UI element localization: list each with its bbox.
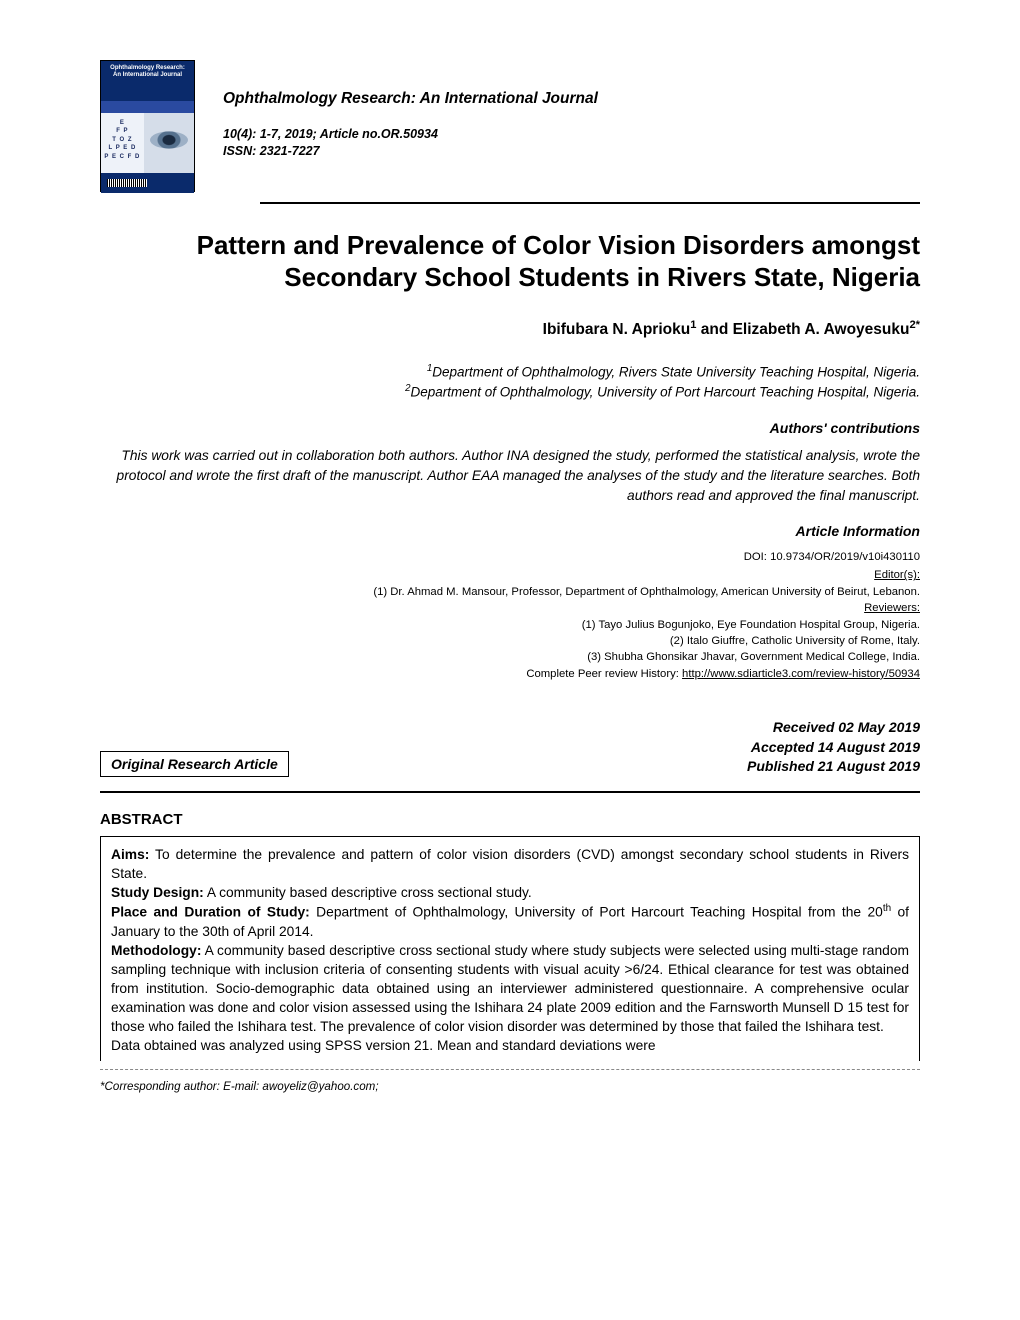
citation-issn: ISSN: 2321-7227 <box>223 143 598 160</box>
cover-eye-chart: E F P T O Z L P E D P E C F D <box>101 113 144 173</box>
contributions-text: This work was carried out in collaborati… <box>100 446 920 505</box>
date-received: Received 02 May 2019 <box>747 718 920 738</box>
reviewers-label: Reviewers: <box>100 600 920 616</box>
article-info: DOI: 10.9734/OR/2019/v10i430110 Editor(s… <box>100 549 920 682</box>
reviewer-2: (2) Italo Giuffre, Catholic University o… <box>100 633 920 649</box>
journal-meta: Ophthalmology Research: An International… <box>223 60 598 160</box>
cover-mid: E F P T O Z L P E D P E C F D <box>101 113 194 173</box>
abstract-design: Study Design: A community based descript… <box>111 883 909 902</box>
cover-band <box>101 101 194 113</box>
eye-icon <box>150 131 188 148</box>
abstract-box: Aims: To determine the prevalence and pa… <box>100 836 920 1061</box>
citation-issue: 10(4): 1-7, 2019; Article no.OR.50934 <box>223 126 598 143</box>
abstract-data: Data obtained was analyzed using SPSS ve… <box>111 1036 909 1055</box>
abstract-methodology: Methodology: A community based descripti… <box>111 941 909 1036</box>
article-type-box: Original Research Article <box>100 751 289 777</box>
date-published: Published 21 August 2019 <box>747 757 920 777</box>
reviewer-3: (3) Shubha Ghonsikar Jhavar, Government … <box>100 649 920 665</box>
barcode-icon <box>107 179 147 187</box>
date-accepted: Accepted 14 August 2019 <box>747 738 920 758</box>
mid-rule <box>100 791 920 793</box>
peer-history: Complete Peer review History: http://www… <box>100 666 920 682</box>
authors: Ibifubara N. Aprioku1 and Elizabeth A. A… <box>100 319 920 339</box>
cover-title: Ophthalmology Research: An International… <box>101 61 194 101</box>
reviewer-1: (1) Tayo Julius Bogunjoko, Eye Foundatio… <box>100 617 920 633</box>
article-info-label: Article Information <box>100 523 920 539</box>
abstract-aims: Aims: To determine the prevalence and pa… <box>111 845 909 883</box>
doi: DOI: 10.9734/OR/2019/v10i430110 <box>100 549 920 565</box>
editors-label: Editor(s): <box>100 567 920 583</box>
affiliations: 1Department of Ophthalmology, Rivers Sta… <box>100 362 920 403</box>
affil-2: 2Department of Ophthalmology, University… <box>100 382 920 402</box>
editor-1: (1) Dr. Ahmad M. Mansour, Professor, Dep… <box>100 584 920 600</box>
journal-name: Ophthalmology Research: An International… <box>223 90 598 108</box>
cover-eye-image <box>144 113 194 173</box>
corresponding-author: *Corresponding author: E-mail: awoyeliz@… <box>100 1080 920 1093</box>
dates-row: Original Research Article Received 02 Ma… <box>100 718 920 777</box>
top-rule <box>260 202 920 204</box>
footer-rule <box>100 1069 920 1070</box>
affil-1: 1Department of Ophthalmology, Rivers Sta… <box>100 362 920 382</box>
abstract-heading: ABSTRACT <box>100 811 920 828</box>
peer-history-link[interactable]: http://www.sdiarticle3.com/review-histor… <box>682 668 920 680</box>
paper-title: Pattern and Prevalence of Color Vision D… <box>100 230 920 293</box>
abstract-place: Place and Duration of Study: Department … <box>111 902 909 941</box>
journal-cover-thumbnail: Ophthalmology Research: An International… <box>100 60 195 192</box>
page: Ophthalmology Research: An International… <box>100 60 920 1093</box>
citation-line: 10(4): 1-7, 2019; Article no.OR.50934 IS… <box>223 126 598 160</box>
header: Ophthalmology Research: An International… <box>100 60 920 192</box>
contributions-label: Authors' contributions <box>100 420 920 436</box>
dates: Received 02 May 2019 Accepted 14 August … <box>747 718 920 777</box>
